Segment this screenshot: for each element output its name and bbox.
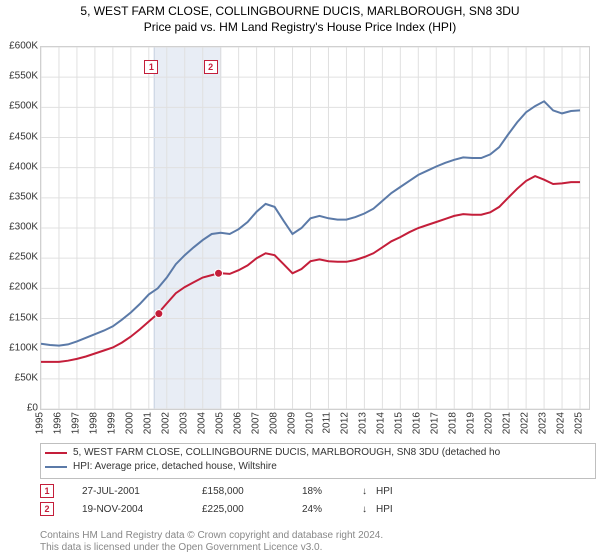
sales-table: 1 27-JUL-2001£158,00018%↓HPI 2 19-NOV-2004£… [40,482,393,518]
legend-swatch-hpi [45,466,67,468]
down-arrow-icon: ↓ [362,486,376,497]
x-tick-label: 1995 [35,412,46,434]
x-tick-label: 2016 [412,412,423,434]
x-tick-label: 1996 [52,412,63,434]
sales-date: 19-NOV-2004 [82,504,202,515]
x-tick-label: 2005 [214,412,225,434]
x-tick-label: 2024 [556,412,567,434]
sales-marker-box: 1 [40,484,54,498]
sales-price: £225,000 [202,504,302,515]
x-tick-label: 2018 [448,412,459,434]
y-tick-label: £250K [2,252,38,263]
sale-marker-2: 2 [204,60,218,74]
y-tick-label: £0 [2,403,38,414]
footer-text: Contains HM Land Registry data © Crown c… [40,530,383,554]
x-tick-label: 2000 [124,412,135,434]
sales-suffix: HPI [376,486,393,497]
legend-label-property: 5, WEST FARM CLOSE, COLLINGBOURNE DUCIS,… [73,446,500,460]
y-tick-label: £550K [2,71,38,82]
sales-suffix: HPI [376,504,393,515]
x-tick-label: 2020 [484,412,495,434]
x-tick-label: 2019 [466,412,477,434]
x-tick-label: 2023 [538,412,549,434]
chart-plot-area [40,46,590,410]
y-tick-label: £450K [2,131,38,142]
y-tick-label: £500K [2,101,38,112]
x-tick-label: 2007 [250,412,261,434]
x-tick-label: 2010 [304,412,315,434]
y-tick-label: £200K [2,282,38,293]
x-tick-label: 2001 [142,412,153,434]
y-tick-label: £350K [2,191,38,202]
x-tick-label: 2014 [376,412,387,434]
y-tick-label: £600K [2,41,38,52]
x-tick-label: 2008 [268,412,279,434]
title-sub: Price paid vs. HM Land Registry's House … [0,20,600,36]
x-tick-label: 2015 [394,412,405,434]
x-tick-label: 2021 [502,412,513,434]
y-tick-label: £100K [2,342,38,353]
y-tick-label: £50K [2,372,38,383]
sales-marker-box: 2 [40,502,54,516]
x-tick-label: 2004 [196,412,207,434]
legend-label-hpi: HPI: Average price, detached house, Wilt… [73,460,277,474]
title-main: 5, WEST FARM CLOSE, COLLINGBOURNE DUCIS,… [0,4,600,20]
x-tick-label: 2011 [322,412,333,434]
title-block: 5, WEST FARM CLOSE, COLLINGBOURNE DUCIS,… [0,0,600,35]
x-tick-label: 2003 [178,412,189,434]
sales-row: 2 19-NOV-2004£225,00024%↓HPI [40,500,393,518]
sales-pct: 18% [302,486,362,497]
legend-row-property: 5, WEST FARM CLOSE, COLLINGBOURNE DUCIS,… [45,446,591,460]
x-tick-label: 2002 [160,412,171,434]
legend-box: 5, WEST FARM CLOSE, COLLINGBOURNE DUCIS,… [40,443,596,479]
sales-row: 1 27-JUL-2001£158,00018%↓HPI [40,482,393,500]
y-tick-label: £300K [2,222,38,233]
legend-swatch-property [45,452,67,454]
x-tick-label: 2025 [574,412,585,434]
footer-line2: This data is licensed under the Open Gov… [40,542,383,554]
chart-container: 5, WEST FARM CLOSE, COLLINGBOURNE DUCIS,… [0,0,600,560]
x-tick-label: 1998 [88,412,99,434]
y-tick-label: £400K [2,161,38,172]
x-tick-label: 2009 [286,412,297,434]
sale-marker-1: 1 [144,60,158,74]
x-tick-label: 2012 [340,412,351,434]
x-tick-label: 2022 [520,412,531,434]
x-tick-label: 1999 [106,412,117,434]
sales-date: 27-JUL-2001 [82,486,202,497]
x-tick-label: 2013 [358,412,369,434]
x-tick-label: 1997 [70,412,81,434]
down-arrow-icon: ↓ [362,504,376,515]
y-tick-label: £150K [2,312,38,323]
x-tick-label: 2006 [232,412,243,434]
sales-price: £158,000 [202,486,302,497]
x-tick-label: 2017 [430,412,441,434]
footer-line1: Contains HM Land Registry data © Crown c… [40,530,383,542]
sales-pct: 24% [302,504,362,515]
legend-row-hpi: HPI: Average price, detached house, Wilt… [45,460,591,474]
